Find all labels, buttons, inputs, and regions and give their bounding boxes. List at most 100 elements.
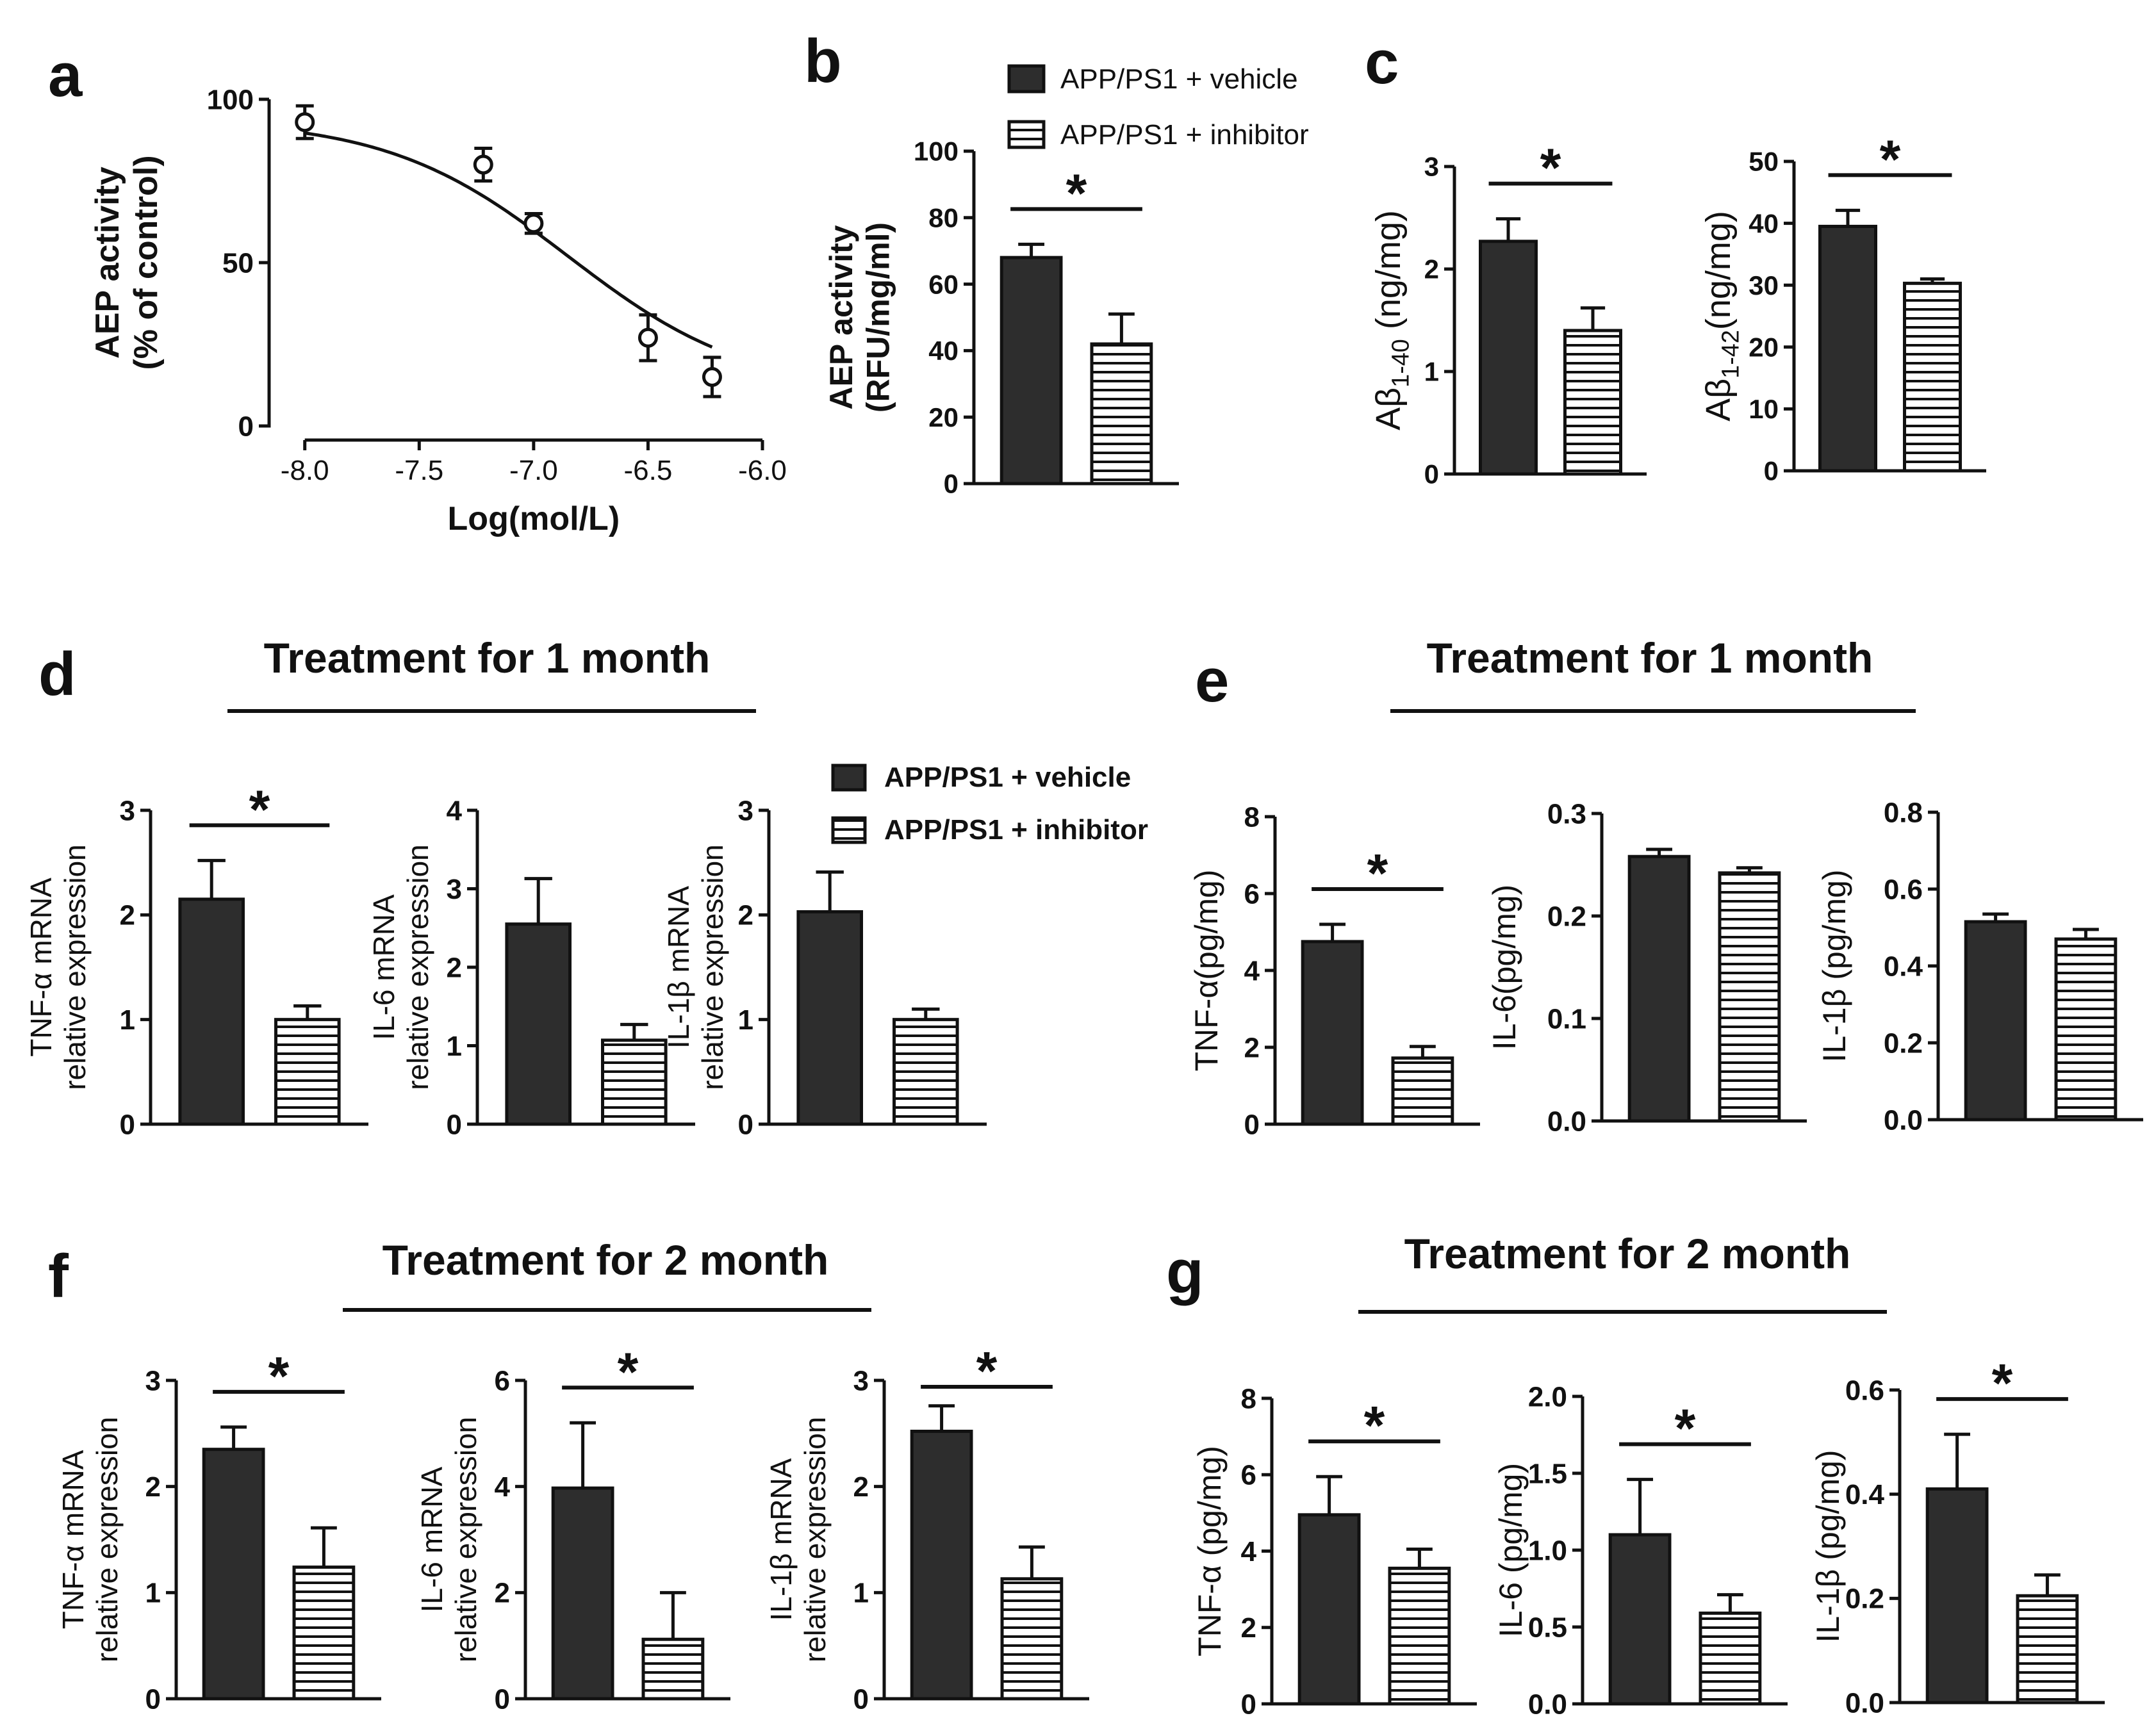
d3-bar-vehicle [796,910,864,1126]
chart-b-aep-activity: AEP activity (RFU/mg/ml) 0 20 40 60 80 100 * [823,136,1179,499]
legend-d-swatch-vehicle [831,764,867,792]
c2-y-tick-label: 20 [1749,332,1779,363]
f2-y-tick-label: 2 [495,1578,510,1609]
a-y-tick-label: 50 [222,247,254,279]
f2-y-tick-label: 4 [495,1471,511,1503]
a-x-label: Log(mol/L) [448,500,620,537]
g3-y-tick-label: 0.2 [1845,1583,1884,1615]
g1-y-tick-label: 6 [1241,1460,1256,1491]
b-bar-inhibitor [1090,342,1153,486]
g2-y-tick-label: 0.0 [1528,1688,1567,1720]
d2-y-tick-label: 2 [447,952,462,983]
c2-y-tick-label: 10 [1749,394,1779,424]
chart-g3-il1b-protein: IL-1β (pg/mg) 0.0 0.2 0.4 0.6 * [1810,1353,2105,1719]
c1-y-tick-label: 0 [1424,459,1439,489]
b-y-tick-label: 80 [928,203,959,233]
legend-d-label-vehicle: APP/PS1 + vehicle [884,762,1131,793]
g1-y-tick-label: 0 [1241,1688,1256,1720]
a-ylabel-1: (% of control) [128,155,165,370]
c2-y-tick-label: 30 [1749,270,1779,300]
e2-y-tick-label: 0.0 [1547,1106,1586,1137]
b-ylabel-0: AEP activity [823,225,859,409]
g1-y-tick-label: 4 [1241,1536,1257,1567]
c1-bar-vehicle [1479,240,1538,476]
g3-significance-star: * [1992,1353,2013,1413]
e1-ylabel-0: TNF-α(pg/mg) [1189,869,1224,1071]
g2-bar-vehicle [1608,1533,1672,1706]
section-title-f: Treatment for 2 month [383,1236,829,1284]
e3-y-tick-label: 0.6 [1884,874,1923,905]
chart-d2-il6-mrna: IL-6 mRNA relative expression 0 1 2 3 4 [367,795,695,1140]
c1-y-tick-label: 1 [1424,357,1439,387]
d3-y-tick-label: 3 [738,795,753,826]
c2-y-tick-label: 0 [1764,456,1779,486]
f2-y-tick-label: 6 [495,1365,510,1396]
d1-bar-vehicle [178,897,245,1126]
d1-ylabel-0: TNF-α mRNA [24,878,58,1057]
d2-y-tick-label: 1 [447,1031,462,1062]
legend-d-label-inhibitor: APP/PS1 + inhibitor [884,814,1148,846]
d3-ylabel-0: IL-1β mRNA [662,886,695,1049]
legend-b-swatch-vehicle [1007,64,1046,94]
f3-significance-star: * [976,1341,998,1401]
a-x-tick-label: -6.5 [624,455,673,486]
g1-y-tick-label: 2 [1241,1612,1256,1644]
g2-y-tick-label: 1.0 [1528,1535,1567,1566]
a-x-tick-label: -7.5 [395,455,443,486]
e2-bar-vehicle [1627,854,1691,1123]
a-data-point [473,154,493,175]
chart-d3-il1b-mrna: IL-1β mRNA relative expression 0 1 2 3 [662,795,987,1140]
d3-bar-inhibitor [893,1018,959,1126]
e3-y-tick-label: 0.4 [1884,951,1923,982]
f3-bar-vehicle [910,1430,973,1701]
c1-ylabel-0: Aβ1-40 (ng/mg) [1369,210,1415,430]
f1-ylabel-1: relative expression [90,1417,124,1663]
g3-ylabel-0: IL-1β (pg/mg) [1810,1450,1846,1642]
c2-significance-star: * [1880,129,1901,189]
b-significance-star: * [1066,163,1087,223]
d3-ylabel-1: relative expression [696,844,729,1090]
a-data-point [702,367,722,387]
e1-significance-star: * [1367,843,1388,903]
f2-significance-star: * [618,1341,639,1402]
panel-letter-a: a [48,41,83,110]
b-y-tick-label: 20 [928,402,959,432]
g2-ylabel-0: IL-6 (pg/mg) [1493,1463,1529,1637]
d1-y-tick-label: 0 [120,1109,135,1140]
g3-y-tick-label: 0.4 [1845,1479,1885,1510]
g3-bar-vehicle [1925,1487,1989,1705]
f2-bar-vehicle [551,1486,614,1701]
f1-y-tick-label: 1 [145,1578,161,1609]
e3-y-tick-label: 0.8 [1884,797,1923,828]
g2-y-tick-label: 0.5 [1528,1612,1567,1643]
f1-y-tick-label: 3 [145,1365,161,1396]
d3-y-tick-label: 0 [738,1109,753,1140]
f3-y-tick-label: 1 [853,1578,869,1609]
a-data-point [638,327,658,348]
g2-y-tick-label: 1.5 [1528,1458,1567,1489]
e3-y-tick-label: 0.0 [1884,1104,1923,1136]
g2-significance-star: * [1675,1398,1696,1459]
f3-ylabel-1: relative expression [798,1417,832,1663]
f1-bar-inhibitor [292,1566,356,1701]
c2-bar-vehicle [1818,224,1877,473]
a-fit-curve [304,131,713,349]
g2-y-tick-label: 2.0 [1528,1381,1567,1412]
panel-letter-f: f [48,1242,69,1311]
f3-y-tick-label: 3 [853,1365,869,1396]
f2-ylabel-0: IL-6 mRNA [415,1466,448,1612]
e1-y-tick-label: 0 [1244,1109,1260,1140]
d1-y-tick-label: 3 [120,795,135,826]
d2-y-tick-label: 0 [447,1109,462,1140]
section-title-g: Treatment for 2 month [1404,1230,1851,1277]
e2-y-tick-label: 0.1 [1547,1003,1586,1034]
f3-y-tick-label: 0 [853,1683,869,1715]
a-x-tick-label: -7.0 [509,455,558,486]
g3-y-tick-label: 0.0 [1845,1687,1884,1719]
b-y-tick-label: 0 [944,469,959,499]
f3-y-tick-label: 2 [853,1471,869,1503]
chart-a-dose-response: AEP activity (% of control) 0 50 100 -8.0 -7.5… [89,84,787,537]
a-data-point [523,213,544,234]
panel-letter-d: d [38,640,76,708]
